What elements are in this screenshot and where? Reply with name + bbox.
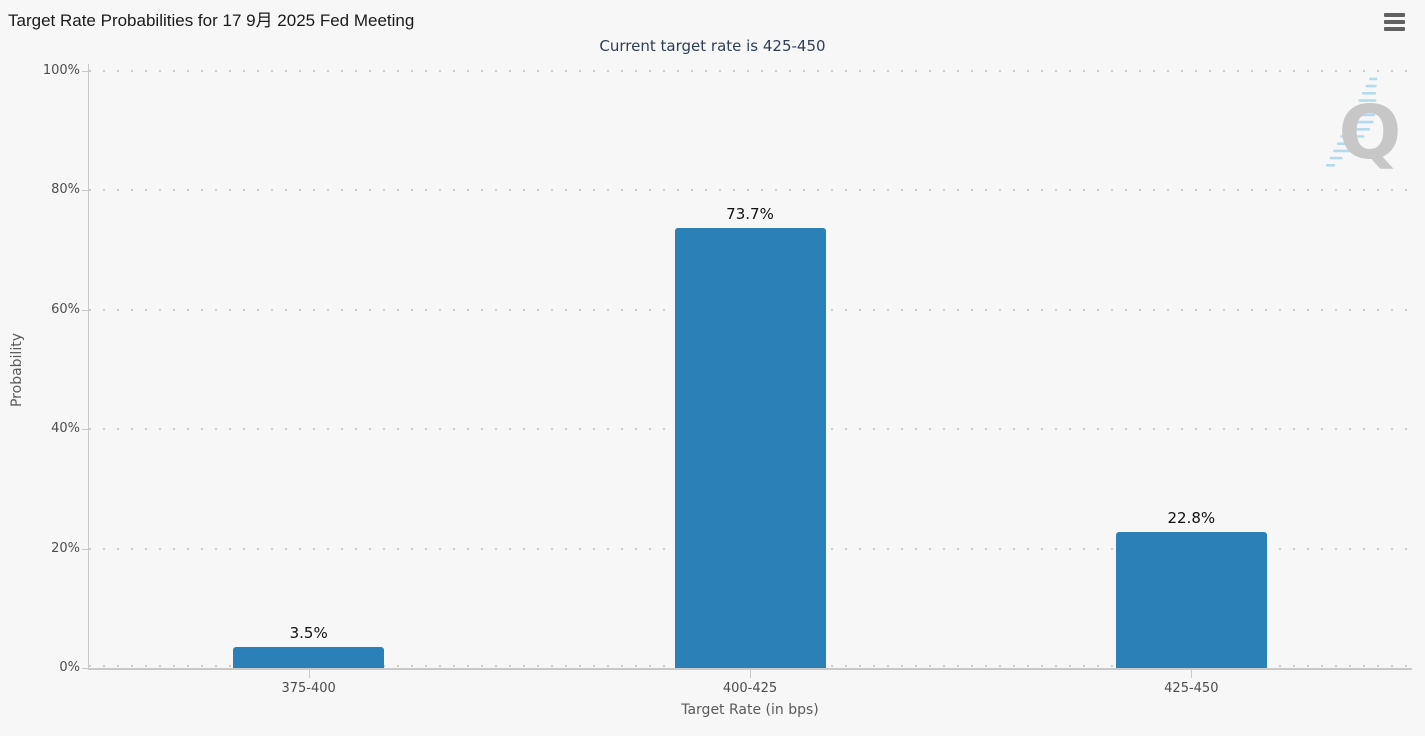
y-tick-label: 20% xyxy=(51,540,80,556)
x-tick-label: 375-400 xyxy=(281,681,336,696)
x-axis-tick xyxy=(308,670,310,678)
probability-bar-400-425[interactable] xyxy=(674,228,826,668)
bar-value-label: 73.7% xyxy=(726,205,774,223)
x-axis-tick xyxy=(1191,670,1193,678)
y-axis-tick xyxy=(82,548,88,550)
y-axis-tick xyxy=(82,668,88,669)
svg-text:Q: Q xyxy=(1339,90,1402,176)
menu-bar xyxy=(1384,13,1405,17)
x-tick-label: 425-450 xyxy=(1164,681,1219,696)
menu-bar xyxy=(1384,20,1405,24)
gridline xyxy=(89,70,1412,72)
bar-value-label: 3.5% xyxy=(289,624,328,643)
y-axis-tick xyxy=(82,190,88,192)
x-axis-title: Target Rate (in bps) xyxy=(681,702,819,718)
gridline xyxy=(89,189,1412,192)
y-axis-tick xyxy=(82,309,88,311)
y-tick-label: 100% xyxy=(42,63,80,78)
probability-bar-375-400[interactable] xyxy=(233,647,385,668)
y-axis-tick xyxy=(82,71,88,72)
y-axis-line xyxy=(88,64,89,670)
y-axis-tick xyxy=(82,429,88,431)
quikstrike-q-watermark-icon: Q xyxy=(1326,77,1402,176)
chart-subtitle: Current target rate is 425-450 xyxy=(599,37,826,55)
y-axis-title: Probability xyxy=(9,333,25,408)
menu-bar xyxy=(1384,27,1405,31)
y-tick-label: 60% xyxy=(51,301,80,317)
x-axis-line xyxy=(88,668,1412,670)
y-tick-label: 0% xyxy=(59,660,80,675)
y-tick-label: 80% xyxy=(51,182,80,198)
hamburger-menu-icon[interactable] xyxy=(1382,11,1407,33)
x-tick-label: 400-425 xyxy=(722,681,778,696)
chart-title: Target Rate Probabilities for 17 9月 2025… xyxy=(8,11,415,30)
probability-bar-425-450[interactable] xyxy=(1115,531,1267,668)
y-tick-label: 40% xyxy=(51,421,80,437)
x-axis-tick xyxy=(750,670,751,678)
bar-value-label: 22.8% xyxy=(1167,508,1216,527)
